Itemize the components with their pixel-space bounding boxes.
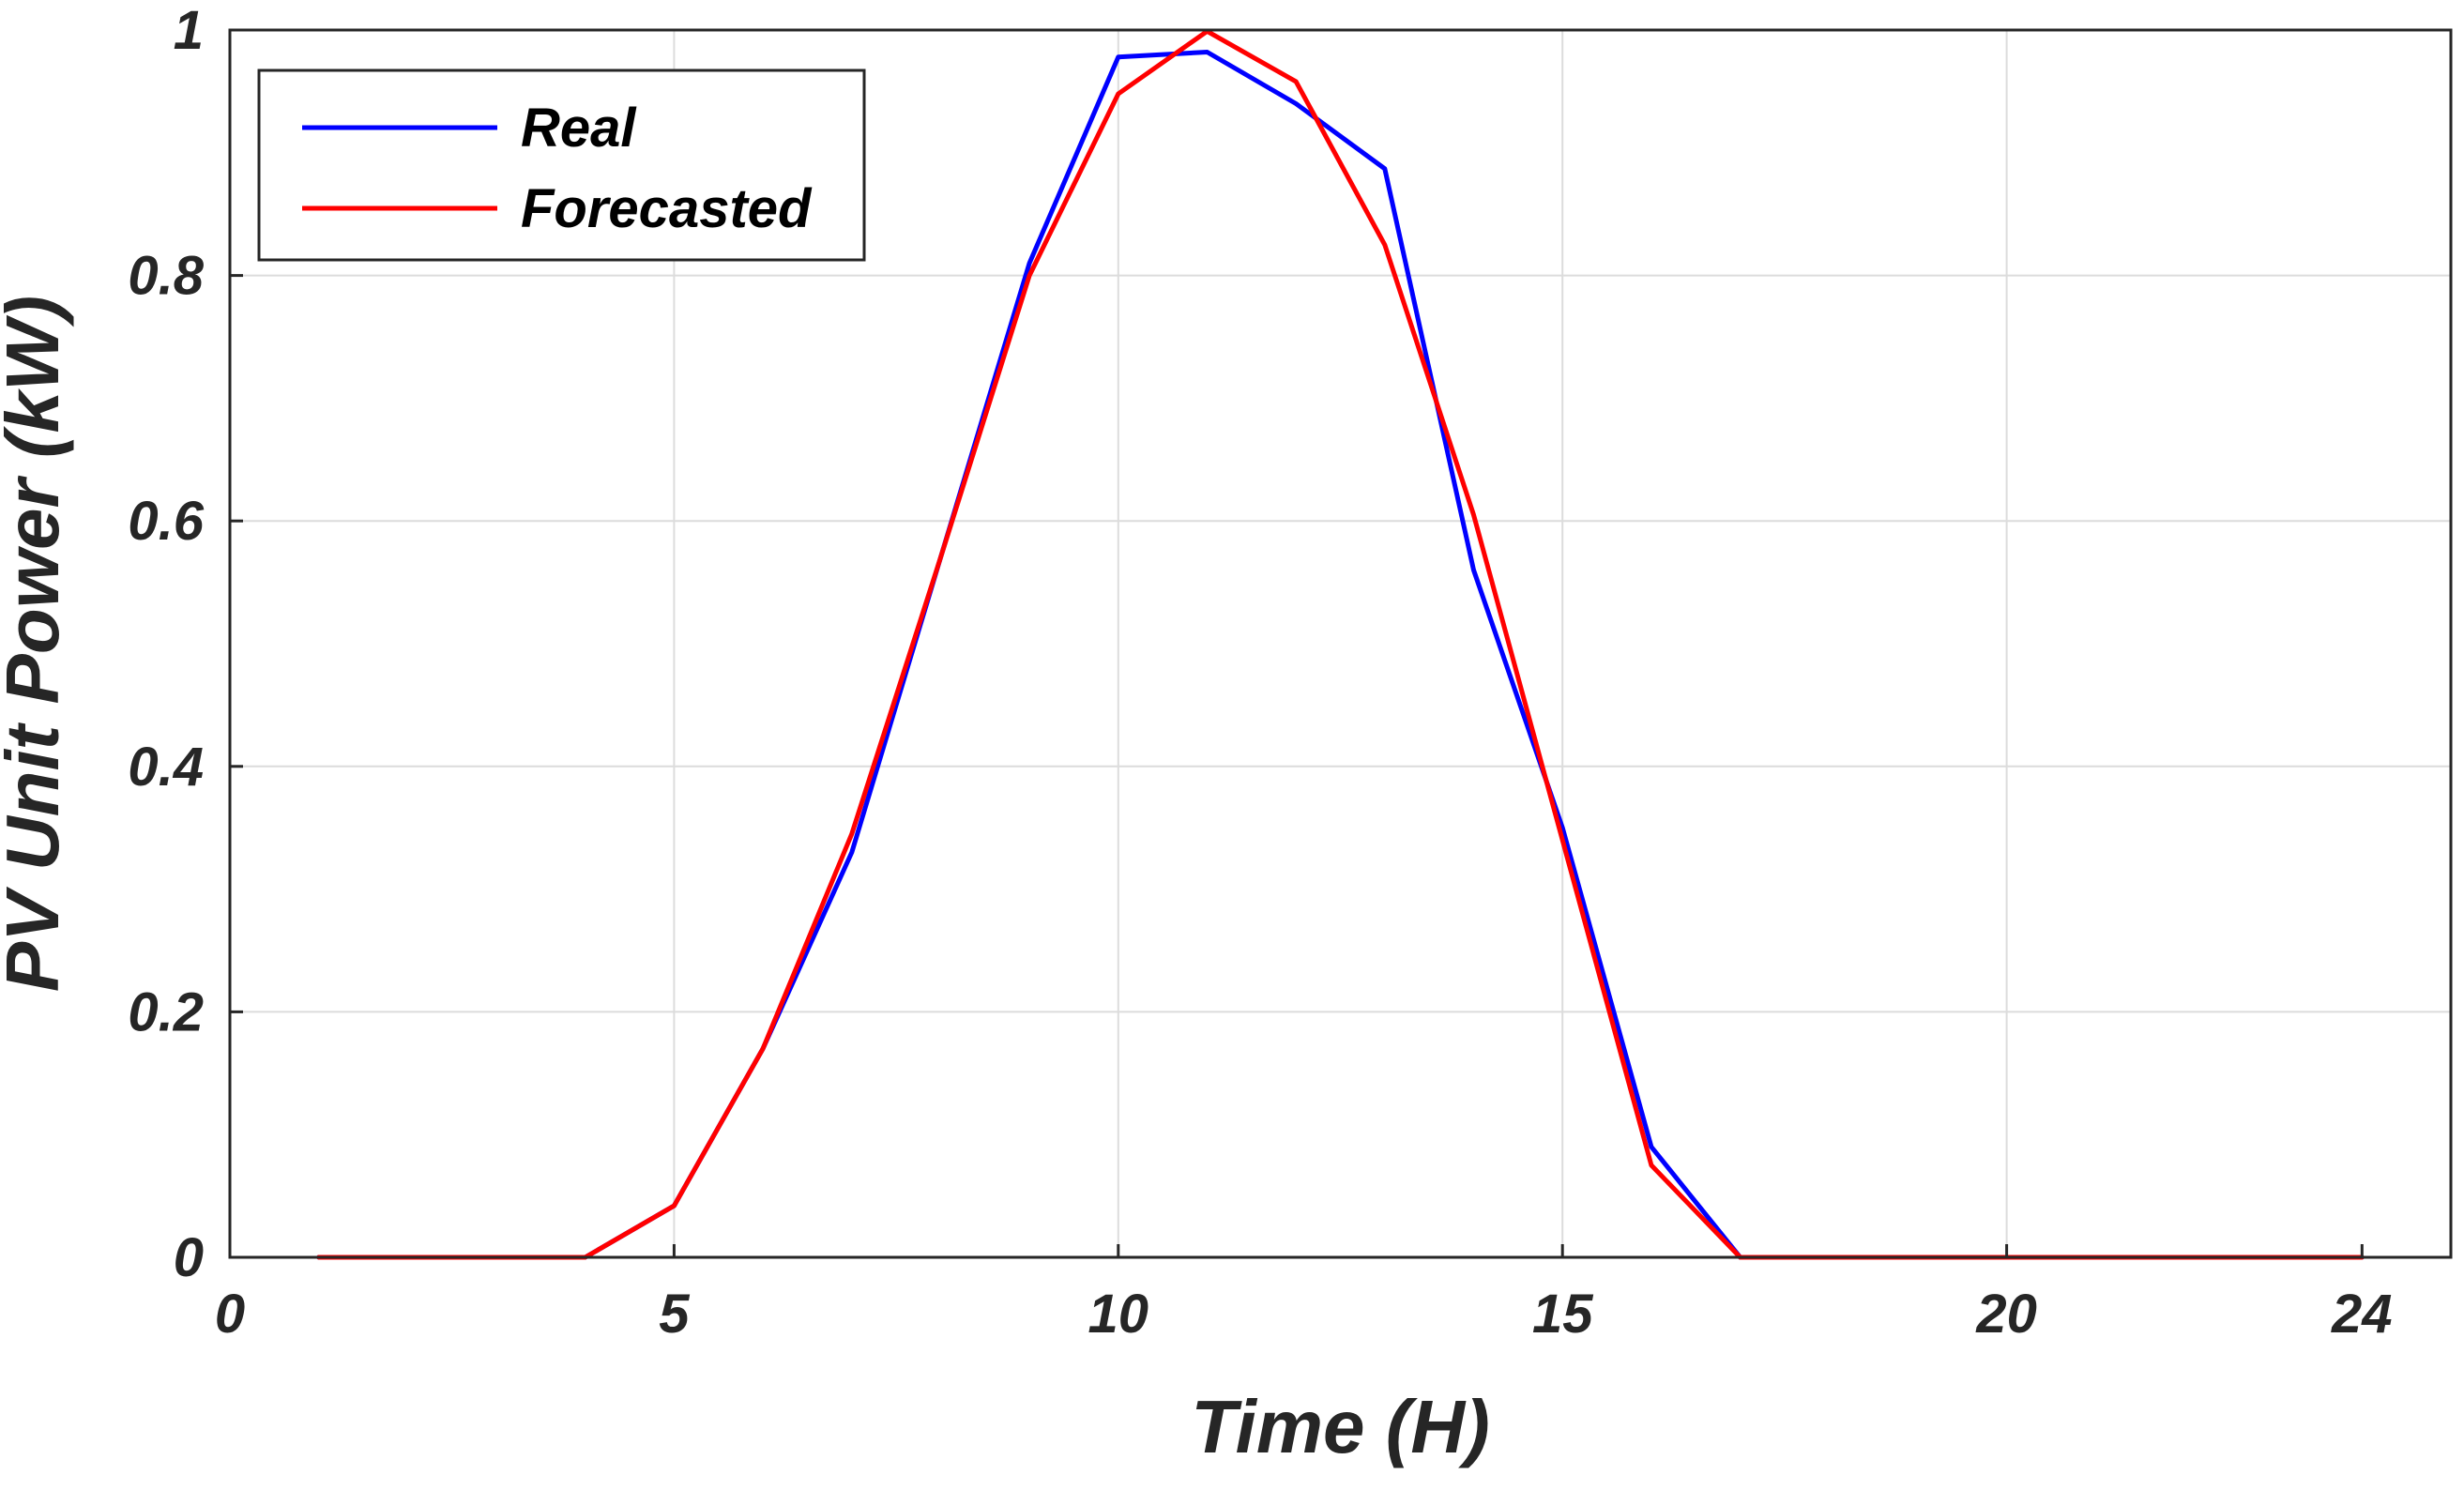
legend-box	[257, 68, 866, 262]
tick-labels: 0 5 10 15 20 24 0 0.2 0.4 0.6 0.8 1	[128, 0, 2392, 1345]
y-tick-label: 1	[174, 0, 204, 61]
x-tick-label: 10	[1088, 1284, 1149, 1345]
x-tick-label: 24	[2331, 1284, 2393, 1345]
x-tick-label: 5	[659, 1284, 690, 1345]
grid	[230, 30, 2451, 1257]
y-tick-label: 0.2	[128, 981, 204, 1042]
legend: Real Forecasted	[257, 68, 866, 262]
x-tick-label: 0	[215, 1284, 245, 1345]
y-tick-label: 0	[174, 1227, 204, 1288]
y-tick-label: 0.6	[128, 491, 204, 552]
x-axis-title: Time (H)	[1191, 1385, 1490, 1468]
y-tick-label: 0.8	[128, 246, 204, 307]
legend-label-real: Real	[521, 98, 637, 159]
y-tick-label: 0.4	[128, 737, 204, 798]
y-axis-title: PV Unit Power (kW)	[0, 296, 74, 992]
x-tick-label: 15	[1532, 1284, 1593, 1345]
x-tick-label: 20	[1975, 1284, 2037, 1345]
plot-frame	[228, 28, 2453, 1259]
legend-label-forecasted: Forecasted	[521, 178, 813, 239]
